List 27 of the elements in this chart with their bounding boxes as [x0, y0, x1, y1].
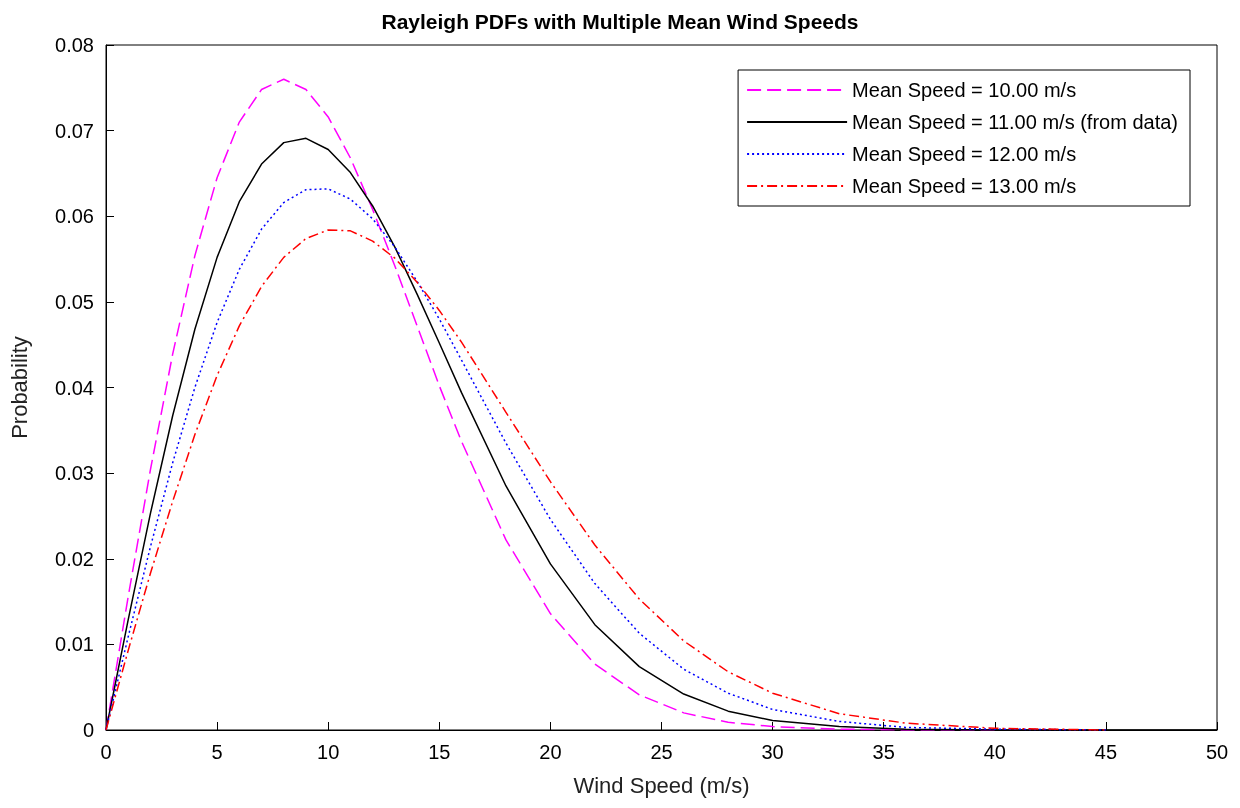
x-tick-label: 30 — [761, 741, 784, 763]
x-tick-label: 15 — [428, 741, 451, 763]
y-tick-label: 0.06 — [55, 205, 94, 228]
y-tick-label: 0.07 — [55, 119, 94, 142]
x-tick-label: 10 — [317, 741, 340, 763]
y-tick-label: 0.01 — [55, 633, 94, 656]
x-tick-label: 45 — [1094, 741, 1118, 763]
legend-label: Mean Speed = 10.00 m/s — [852, 79, 1077, 101]
x-tick-label: 20 — [539, 741, 562, 763]
legend-label: Mean Speed = 11.00 m/s (from data) — [852, 111, 1179, 133]
x-axis-title: Wind Speed (m/s) — [573, 772, 750, 798]
y-tick-label: 0.04 — [55, 376, 94, 399]
y-tick-label: 0.03 — [55, 462, 94, 485]
y-axis-title: Probability — [6, 336, 32, 439]
y-tick-label: 0.08 — [55, 34, 94, 56]
y-tick-label: 0 — [82, 719, 94, 741]
x-tick-label: 35 — [872, 741, 895, 763]
x-tick-label: 0 — [100, 741, 112, 763]
chart-title: Rayleigh PDFs with Multiple Mean Wind Speeds — [381, 10, 859, 33]
x-tick-label: 25 — [650, 741, 673, 763]
legend-label: Mean Speed = 13.00 m/s — [852, 175, 1077, 197]
x-tick-label: 50 — [1205, 741, 1229, 763]
y-tick-label: 0.05 — [55, 290, 94, 313]
x-tick-label: 5 — [211, 741, 223, 763]
y-tick-label: 0.02 — [55, 547, 94, 570]
x-tick-label: 40 — [983, 741, 1006, 763]
legend-label: Mean Speed = 12.00 m/s — [852, 143, 1077, 165]
